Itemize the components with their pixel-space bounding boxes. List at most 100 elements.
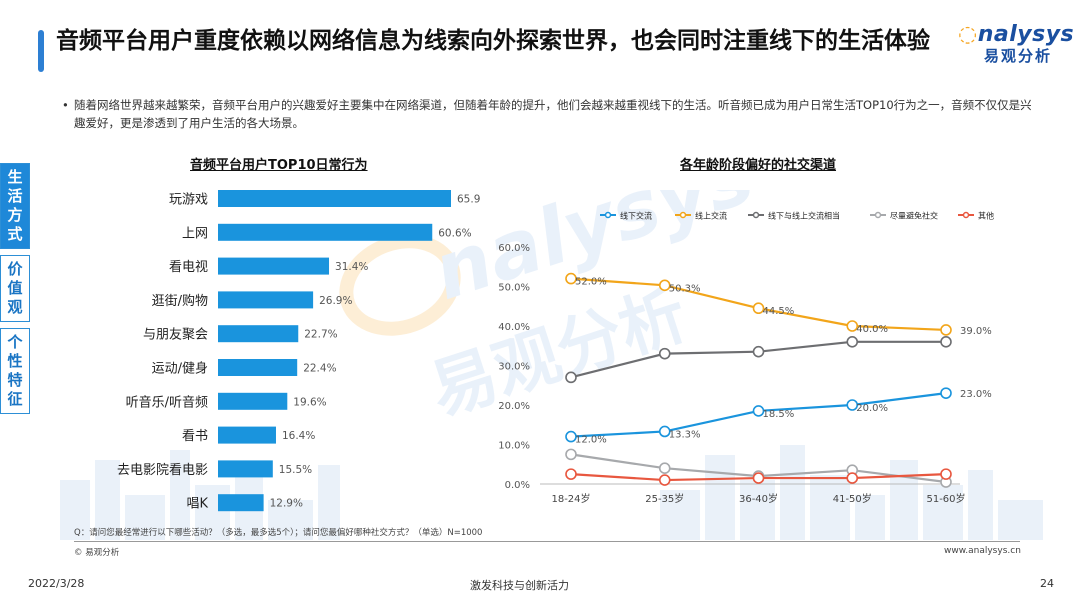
legend-label: 其他: [978, 211, 994, 221]
page-number: 24: [1040, 577, 1054, 590]
bar-value-label: 12.9%: [270, 498, 303, 510]
legend-marker: [604, 211, 612, 219]
bar-value-label: 22.4%: [303, 363, 336, 375]
legend-label: 线下与线上交流相当: [768, 211, 840, 221]
legend-marker: [752, 211, 760, 219]
x-tick-label: 18-24岁: [551, 492, 590, 505]
series-point: [940, 336, 952, 348]
series-point: [846, 399, 859, 411]
data-label: 40.0%: [856, 324, 888, 335]
y-tick-label: 60.0%: [498, 243, 530, 254]
series-point: [565, 272, 577, 285]
legend-label: 线下交流: [620, 211, 652, 221]
y-tick-label: 20.0%: [498, 401, 530, 412]
bar-value-label: 31.4%: [335, 261, 368, 273]
survey-footnote: Q：请问您最经常进行以下哪些活动？（多选，最多选5个）；请问您最偏好哪种社交方式…: [74, 528, 483, 538]
series-point: [658, 474, 671, 486]
bar: [218, 291, 314, 309]
data-label: 12.0%: [575, 435, 607, 446]
footer-slogan: 激发科技与创新活力: [470, 579, 569, 592]
bar-category-label: 上网: [182, 226, 208, 241]
series-point: [752, 345, 765, 358]
x-tick-label: 25-35岁: [645, 492, 684, 505]
data-label: 39.0%: [960, 326, 992, 337]
data-label: 23.0%: [960, 389, 992, 400]
y-tick-label: 50.0%: [498, 283, 530, 294]
bar-category-label: 运动/健身: [152, 361, 208, 377]
series-point: [940, 468, 952, 480]
bar-value-label: 16.4%: [282, 430, 315, 442]
series-point: [752, 472, 765, 484]
bar-category-label: 逛街/购物: [152, 293, 208, 309]
series-point: [846, 472, 859, 484]
bar-chart-title: 音频平台用户TOP10日常行为: [190, 158, 368, 173]
series-point: [658, 425, 671, 438]
skyline-background: [60, 445, 1043, 540]
bar: [218, 392, 288, 410]
x-tick-label: 51-60岁: [926, 492, 965, 505]
data-label: 52.0%: [575, 277, 607, 288]
bar: [218, 223, 433, 241]
series-point: [940, 387, 952, 399]
bar-value-label: 65.9%: [457, 194, 480, 206]
bar-value-label: 15.5%: [279, 464, 312, 476]
series-point: [940, 324, 952, 336]
x-tick-label: 41-50岁: [833, 492, 872, 505]
bar-category-label: 看电视: [169, 259, 208, 275]
website-link[interactable]: www.analysys.cn: [944, 546, 1021, 556]
tab-values[interactable]: 价值观: [0, 255, 30, 322]
bar: [218, 190, 451, 207]
series-point: [565, 430, 577, 443]
series-point: [752, 302, 765, 315]
y-tick-label: 40.0%: [498, 322, 530, 333]
line-chart: 线下交流 线上交流 线下与线上交流相当 尽量避免社交 其他 0.0% 10.0% 20.0% 3…: [498, 211, 994, 506]
x-tick-label: 36-40岁: [739, 492, 778, 505]
bar: [218, 494, 264, 512]
tab-lifestyle[interactable]: 生活方式: [0, 163, 30, 249]
series-point: [565, 468, 577, 480]
summary-text: 随着网络世界越来越繁荣，音频平台用户的兴趣爱好主要集中在网络渠道，但随着年龄的提…: [74, 98, 1032, 130]
legend-marker: [962, 211, 970, 219]
bar-category-label: 去电影院看电影: [117, 462, 208, 478]
tab-personality[interactable]: 个性特征: [0, 328, 30, 414]
legend-marker: [874, 211, 882, 219]
series-point: [565, 371, 577, 384]
series-point: [565, 448, 577, 461]
series-point: [658, 347, 671, 360]
page-title: 音频平台用户重度依赖以网络信息为线索向外探索世界，也会同时注重线下的生活体验: [56, 28, 930, 54]
data-label: 44.5%: [763, 306, 795, 317]
footer-divider: [74, 541, 1020, 542]
series-point: [658, 279, 671, 292]
title-accent-bar: [38, 30, 44, 72]
series-point: [658, 462, 671, 475]
legend-label: 线上交流: [695, 211, 727, 221]
series-point: [846, 320, 859, 332]
bar: [218, 257, 330, 275]
bar: [218, 460, 273, 478]
bar-category-label: 听音乐/听音频: [126, 394, 208, 410]
bar-category-label: 唱K: [186, 497, 208, 512]
bar-category-label: 与朋友聚会: [143, 327, 208, 343]
data-label: 20.0%: [856, 403, 888, 414]
y-tick-label: 30.0%: [498, 362, 530, 373]
series-point: [846, 336, 859, 348]
bar-chart: 玩游戏 65.9% 上网 60.6% 看电视 31.4% 逛街/购物 26.9% 与朋友聚会 22…: [117, 190, 480, 512]
logo-swoosh-icon: ◌: [958, 22, 978, 47]
line-chart-title: 各年龄阶段偏好的社交渠道: [680, 158, 837, 173]
bar-category-label: 玩游戏: [169, 193, 208, 208]
summary-bullet: • 随着网络世界越来越繁荣，音频平台用户的兴趣爱好主要集中在网络渠道，但随着年龄…: [62, 96, 1034, 132]
side-tabs: 生活方式 价值观 个性特征: [0, 163, 34, 420]
bar-value-label: 26.9%: [319, 295, 352, 307]
copyright-text: © 易观分析: [74, 548, 120, 558]
bullet-dot-icon: •: [62, 98, 69, 112]
y-tick-label: 10.0%: [498, 441, 530, 452]
legend-marker: [679, 211, 687, 219]
bar-value-label: 22.7%: [304, 329, 337, 341]
bar: [218, 359, 298, 376]
data-label: 50.3%: [669, 283, 701, 294]
data-label: 18.5%: [763, 409, 795, 420]
legend-label: 尽量避免社交: [890, 211, 938, 221]
logo-chinese: 易观分析: [984, 47, 1053, 65]
data-label: 13.3%: [669, 429, 701, 440]
logo-wordmark: nalysys: [977, 22, 1075, 47]
